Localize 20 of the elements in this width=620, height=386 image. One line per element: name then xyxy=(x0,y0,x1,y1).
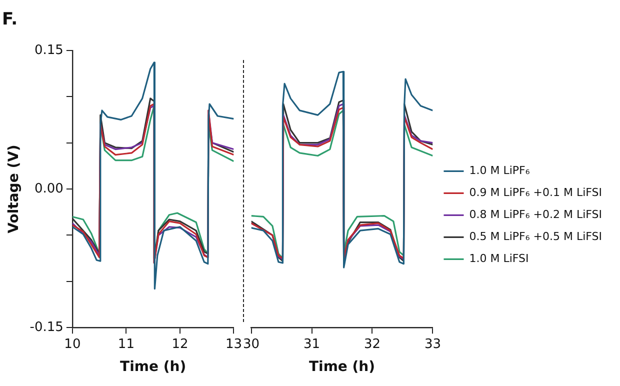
legend-label: 0.5 M LiPF₆ +0.5 M LiFSI xyxy=(469,230,602,244)
legend-label: 1.0 M LiFSI xyxy=(469,252,529,266)
x-tick-label: 13 xyxy=(225,336,242,352)
chart-title: F. xyxy=(2,10,18,30)
x-axis-title: Time (h) xyxy=(308,359,376,376)
x-tick-label: 11 xyxy=(118,336,134,352)
legend-label: 0.9 M LiPF₆ +0.1 M LiFSI xyxy=(469,186,602,200)
x-tick-label: 10 xyxy=(64,336,81,352)
x-tick-label: 30 xyxy=(243,336,260,352)
y-tick-label: 0.15 xyxy=(34,42,64,58)
y-tick-label: 0.00 xyxy=(34,181,64,196)
x-tick-label: 33 xyxy=(424,336,442,352)
y-axis-title: Voltage (V) xyxy=(6,144,22,234)
x-axis-title: Time (h) xyxy=(120,359,186,376)
legend-label: 1.0 M LiPF₆ xyxy=(469,164,530,178)
x-tick-label: 31 xyxy=(303,336,320,352)
x-tick-label: 32 xyxy=(364,336,381,352)
y-tick-label: -0.15 xyxy=(30,320,64,335)
x-tick-label: 12 xyxy=(172,336,188,352)
legend-label: 0.8 M LiPF₆ +0.2 M LiFSI xyxy=(469,208,602,222)
